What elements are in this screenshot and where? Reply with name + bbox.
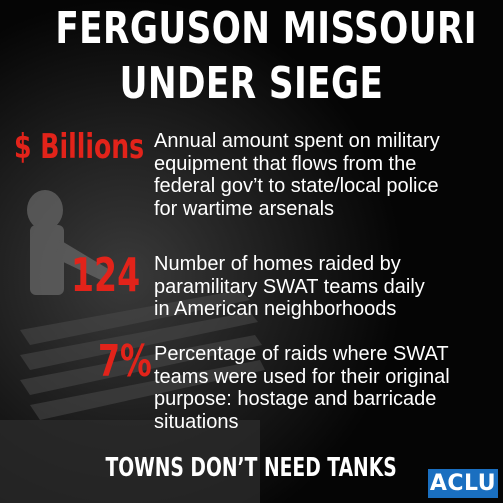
stat-description-line: federal gov’t to state/local police bbox=[154, 175, 439, 197]
stat-description-percentage: Percentage of raids where SWAT teams wer… bbox=[154, 343, 494, 433]
stat-description-homes: Number of homes raided by paramilitary S… bbox=[154, 253, 494, 321]
stat-description-line: equipment that flows from the bbox=[154, 152, 417, 175]
stat-number-percentage: 7% bbox=[98, 336, 152, 387]
stat-number-billions: $ Billions bbox=[14, 127, 145, 167]
stat-description-line: teams were used for their original bbox=[154, 365, 450, 388]
tagline: TOWNS DON’T NEED TANKS bbox=[105, 453, 397, 483]
headline-line-1: FERGUSON MISSOURI bbox=[55, 3, 477, 54]
stat-description-line: Percentage of raids where SWAT bbox=[154, 343, 449, 365]
aclu-logo: ACLU bbox=[428, 469, 498, 498]
stat-description-line: paramilitary SWAT teams daily bbox=[154, 275, 425, 298]
stat-description-line: Number of homes raided by bbox=[154, 253, 401, 275]
stat-description-line: purpose: hostage and barricade bbox=[154, 388, 437, 410]
stat-description-line: Annual amount spent on military bbox=[154, 130, 440, 152]
stat-description-line: for wartime arsenals bbox=[154, 197, 335, 220]
headline-line-2: UNDER SIEGE bbox=[119, 58, 384, 109]
stat-number-homes: 124 bbox=[71, 248, 141, 302]
stat-description-billions: Annual amount spent on military equipmen… bbox=[154, 130, 494, 220]
stat-description-line: situations bbox=[154, 410, 239, 433]
stat-description-line: in American neighborhoods bbox=[154, 298, 397, 320]
